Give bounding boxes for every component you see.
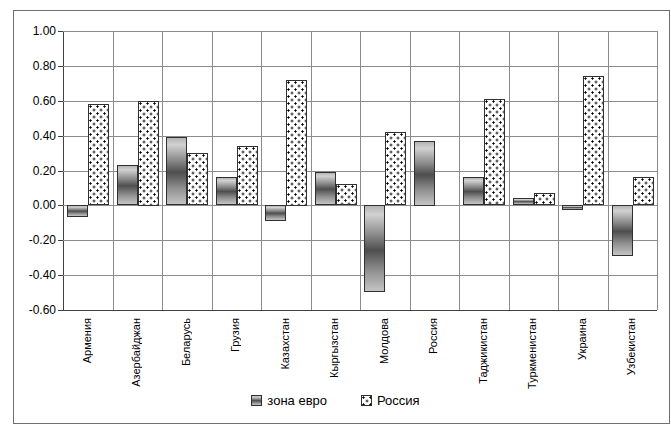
y-axis-tick-label: -0.60 (12, 304, 56, 317)
gridline-h (63, 66, 657, 67)
bar-russia-Азербайджан (138, 101, 159, 206)
category-label: Кыргызстан (328, 318, 342, 378)
gridline-h (63, 240, 657, 241)
bar-russia-Беларусь (187, 153, 208, 205)
y-axis-tick-label: 1.00 (12, 25, 56, 38)
y-tick-mark (58, 31, 63, 32)
gridline-v (657, 31, 658, 310)
bar-euro-Туркменистан (513, 198, 534, 205)
bar-russia-Узбекистан (633, 177, 654, 205)
y-tick-mark (58, 66, 63, 67)
legend-swatch-icon (251, 395, 262, 406)
gridline-h (63, 310, 657, 311)
category-label: Туркменистан (526, 318, 540, 389)
category-label: Казахстан (279, 318, 293, 370)
y-tick-mark (58, 171, 63, 172)
category-label: Таджикистан (477, 318, 491, 384)
bar-euro-Украина (562, 205, 583, 210)
chart-figure: 1.00 0.80 0.60 0.40 0.20 0.00 -0.20 -0.40 -0.60 А… (0, 0, 671, 436)
bar-euro-Армения (67, 205, 88, 217)
legend-label: зона евро (267, 393, 327, 408)
category-label: Грузия (229, 318, 243, 352)
y-axis-tick-label: -0.20 (12, 234, 56, 247)
y-tick-mark (58, 240, 63, 241)
category-label: Беларусь (180, 318, 194, 366)
bar-euro-Молдова (364, 205, 385, 292)
bar-russia-Казахстан (286, 80, 307, 206)
bar-euro-Узбекистан (612, 205, 633, 256)
category-label: Армения (81, 318, 95, 363)
legend-item-russia: Россия (361, 393, 420, 408)
y-axis-tick-label: 0.40 (12, 130, 56, 143)
chart-legend: зона евро Россия (0, 393, 671, 408)
y-tick-mark (58, 101, 63, 102)
legend-item-euro: зона евро (251, 393, 327, 408)
gridline-h (63, 275, 657, 276)
category-label: Узбекистан (625, 318, 639, 375)
bar-euro-Беларусь (166, 137, 187, 205)
bar-euro-Казахстан (265, 205, 286, 221)
y-tick-mark (58, 310, 63, 311)
bar-russia-Украина (583, 76, 604, 205)
bar-russia-Молдова (385, 132, 406, 205)
y-axis-tick-label: -0.40 (12, 269, 56, 282)
category-label: Россия (427, 318, 441, 354)
category-label: Молдова (378, 318, 392, 364)
bar-russia-Кыргызстан (336, 184, 357, 205)
legend-swatch-icon (361, 395, 372, 406)
bar-euro-Грузия (216, 177, 237, 205)
bar-euro-Таджикистан (463, 177, 484, 205)
y-axis-tick-label: 0.60 (12, 95, 56, 108)
bar-euro-Кыргызстан (315, 172, 336, 205)
y-axis-tick-label: 0.00 (12, 199, 56, 212)
y-tick-mark (58, 136, 63, 137)
bar-euro-Азербайджан (117, 165, 138, 205)
y-tick-mark (58, 275, 63, 276)
gridline-h (63, 31, 657, 32)
y-axis-tick-label: 0.20 (12, 165, 56, 178)
bar-russia-Туркменистан (534, 193, 555, 205)
y-tick-mark (58, 205, 63, 206)
y-axis-tick-label: 0.80 (12, 60, 56, 73)
bar-russia-Таджикистан (484, 99, 505, 205)
bar-russia-Грузия (237, 146, 258, 205)
category-label: Украина (576, 318, 590, 360)
bar-euro-Россия (414, 141, 435, 206)
legend-label: Россия (377, 393, 420, 408)
bar-russia-Армения (88, 104, 109, 205)
category-label: Азербайджан (130, 318, 144, 387)
